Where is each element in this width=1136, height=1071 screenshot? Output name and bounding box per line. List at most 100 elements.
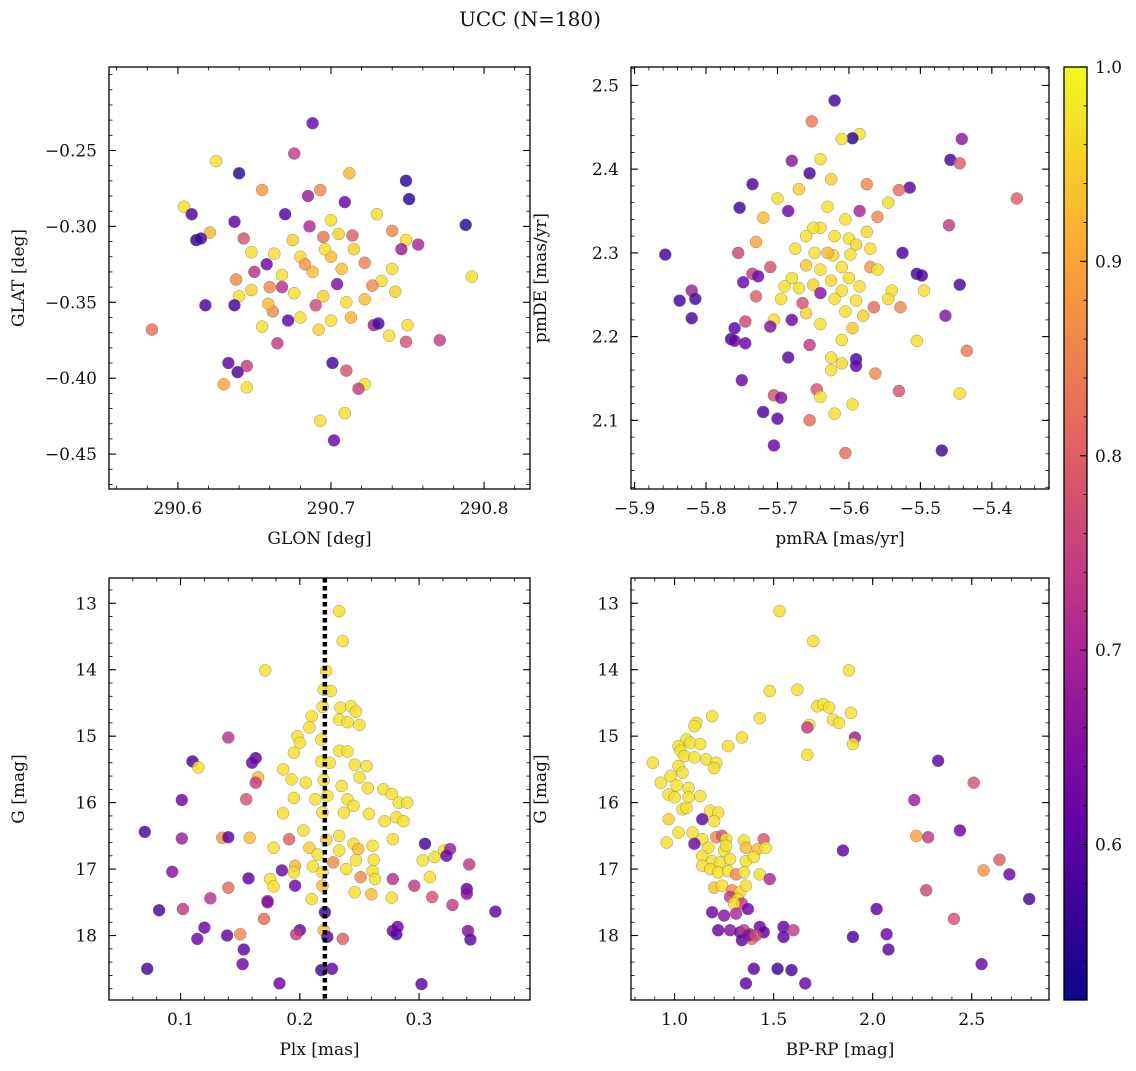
scatter-point — [785, 313, 798, 327]
scatter-point — [849, 238, 863, 251]
scatter-points — [659, 94, 1023, 460]
scatter-point — [306, 860, 320, 873]
scatter-point — [680, 801, 693, 815]
scatter-point — [828, 407, 841, 420]
scatter-point — [138, 825, 151, 839]
colorbar-gradient — [1064, 67, 1087, 1000]
scatter-point — [278, 208, 292, 221]
x-tick-label: −5.5 — [900, 499, 941, 519]
scatter-point — [199, 299, 212, 312]
scatter-point — [668, 791, 681, 804]
scatter-point — [299, 776, 312, 789]
x-tick-label: −5.6 — [828, 499, 869, 519]
scatter-point — [842, 664, 856, 677]
y-tick-label: 14 — [597, 661, 619, 681]
scatter-point — [694, 737, 707, 751]
scatter-point — [853, 280, 866, 293]
x-tick-label: −5.7 — [757, 499, 798, 519]
scatter-point — [242, 872, 255, 885]
panel-bprp-g: 1.0 1.5 2.0 2.5 13 14 15 16 17 18 BP-RP [mag] G [ma… — [531, 577, 1050, 1060]
scatter-point — [774, 391, 788, 404]
scatter-point — [386, 833, 399, 846]
scatter-point — [261, 896, 274, 909]
scatter-point — [353, 771, 366, 784]
scatter-point — [757, 211, 770, 224]
scatter-point — [939, 309, 952, 322]
scatter-point — [428, 850, 441, 864]
scatter-point — [337, 806, 351, 819]
scatter-point — [383, 329, 396, 342]
y-tick-label: 13 — [597, 594, 619, 614]
scatter-point — [271, 337, 284, 350]
scatter-point — [418, 837, 432, 850]
scatter-point — [423, 870, 436, 884]
scatter-point — [446, 898, 459, 912]
scatter-point — [1010, 192, 1023, 205]
scatter-point — [465, 270, 478, 283]
scatter-point — [785, 154, 798, 167]
scatter-point — [366, 839, 379, 852]
scatter-point — [777, 930, 790, 944]
scatter-point — [314, 414, 327, 427]
scatter-point — [728, 322, 741, 335]
scatter-point — [198, 921, 211, 934]
scatter-point — [175, 793, 188, 807]
x-tick-label: 0.2 — [286, 1010, 313, 1030]
scatter-point — [771, 962, 784, 975]
y-tick-label: 2.1 — [592, 411, 619, 431]
scatter-point — [240, 381, 253, 394]
scatter-point — [391, 920, 404, 934]
scatter-point — [203, 226, 217, 239]
x-tick-label: −5.4 — [971, 499, 1012, 519]
scatter-point — [303, 220, 316, 233]
scatter-point — [321, 789, 334, 803]
scatter-point — [799, 307, 813, 320]
scatter-point — [306, 117, 319, 130]
scatter-point — [249, 776, 262, 789]
scatter-point — [386, 224, 399, 238]
scatter-point — [191, 932, 204, 946]
scatter-point — [349, 705, 363, 718]
scatter-point — [324, 214, 338, 227]
scatter-point — [728, 334, 741, 347]
scatter-point — [402, 192, 416, 206]
scatter-point — [440, 849, 453, 862]
scatter-point — [880, 928, 893, 941]
scatter-point — [735, 731, 749, 744]
scatter-point — [737, 276, 750, 289]
scatter-point — [807, 221, 820, 234]
scatter-points — [145, 117, 478, 447]
scatter-point — [145, 323, 159, 336]
scatter-point — [803, 167, 816, 180]
scatter-point — [835, 132, 848, 146]
scatter-point — [791, 683, 804, 696]
y-tick-label: 17 — [597, 860, 619, 880]
scatter-point — [953, 824, 967, 837]
scatter-point — [267, 841, 280, 854]
scatter-point — [368, 872, 382, 886]
scatter-point — [739, 337, 752, 350]
scatter-point — [849, 359, 863, 373]
scatter-point — [935, 444, 948, 457]
x-tick-label: 290.7 — [307, 499, 356, 519]
y-axis-label: GLAT [deg] — [9, 229, 29, 327]
scatter-point — [871, 210, 884, 224]
scatter-point — [955, 132, 968, 146]
figure-title: UCC (N=180) — [459, 7, 601, 31]
scatter-point — [808, 246, 821, 260]
scatter-point — [953, 157, 966, 170]
scatter-point — [259, 664, 272, 677]
scatter-point — [860, 225, 873, 239]
y-tick-label: −0.45 — [45, 445, 97, 465]
scatter-point — [867, 301, 881, 314]
scatter-point — [294, 311, 307, 324]
scatter-point — [245, 246, 258, 259]
scatter-point — [412, 238, 425, 251]
scatter-point — [799, 259, 813, 272]
scatter-point — [672, 826, 685, 839]
scatter-point — [386, 262, 399, 276]
scatter-point — [222, 831, 235, 844]
scatter-point — [385, 891, 398, 904]
scatter-point — [993, 853, 1006, 866]
scatter-point — [340, 364, 353, 377]
